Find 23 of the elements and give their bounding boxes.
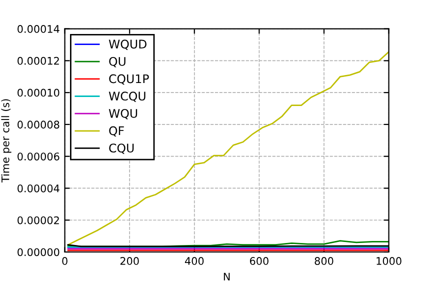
legend-label: QF [109,126,124,137]
y-tick-label: 0.00004 [18,184,60,192]
y-tick-label: 0.00012 [18,56,59,65]
y-axis-title: Time per call (s) [1,99,12,183]
y-tick-label: 0.00002 [18,216,59,224]
legend-label: CQU [109,144,134,154]
y-tick-label: 0.00010 [18,88,60,97]
legend-label: WQU [108,108,138,120]
x-axis-title: N [224,272,230,280]
y-tick-label: 0.00006 [18,152,60,160]
legend-label: WCQU [108,92,146,102]
y-tick-label: 0.00014 [18,25,60,33]
x-tick-label: 600 [250,257,268,265]
y-tick-label: 0.00000 [18,248,60,256]
x-tick-label: 0 [62,257,68,265]
y-tick-label: 0.00008 [18,120,60,129]
legend-label: WQUD [108,40,146,50]
x-tick-label: 400 [184,257,204,265]
x-tick-label: 200 [120,257,139,265]
legend-label: CQU1P [109,74,149,85]
legend-label: QU [109,56,126,68]
x-tick-label: 1000 [376,257,402,265]
x-tick-label: 800 [314,257,334,265]
